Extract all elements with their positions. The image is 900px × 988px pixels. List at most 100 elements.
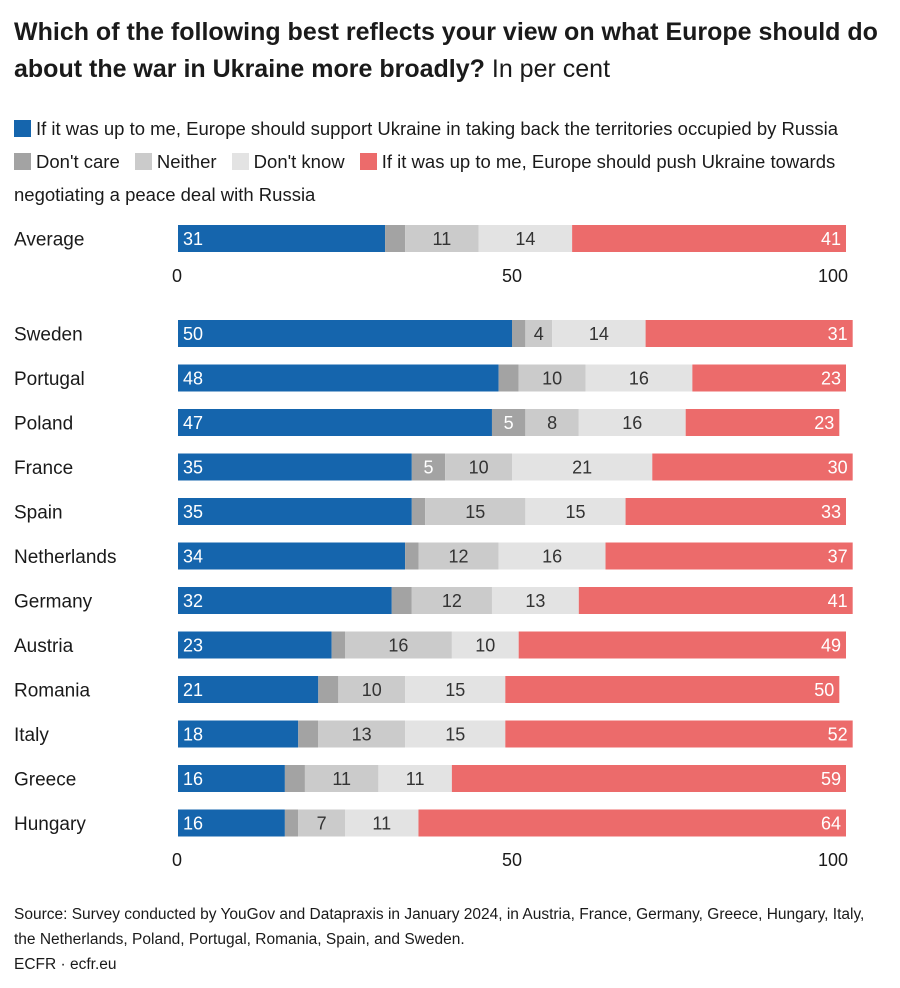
data-label-italy-0: 18: [183, 725, 203, 745]
legend-item-push: If it was up to me, Europe should push U…: [14, 151, 835, 205]
data-label-france-0: 35: [183, 458, 203, 478]
bar-segment-portugal-2: [518, 364, 586, 392]
bar-segment-average-1: [385, 225, 406, 252]
bar-segment-austria-0: [178, 631, 332, 659]
bar-segment-netherlands-2: [418, 542, 499, 570]
bar-segment-netherlands-3: [498, 542, 606, 570]
bar-segment-spain-3: [525, 498, 626, 525]
data-label-romania-2: 10: [362, 680, 382, 700]
bar-segment-spain-1: [411, 498, 426, 525]
data-label-austria-4: 49: [821, 636, 841, 656]
chart-subtitle: In per cent: [491, 55, 611, 83]
bar-segment-romania-4: [505, 676, 840, 703]
bar-segment-sweden-1: [512, 320, 526, 347]
legend-item-dont-know: Don't know: [231, 151, 345, 172]
bar-segment-hungary-0: [178, 809, 285, 837]
legend-label-support: If it was up to me, Europe should suppor…: [36, 118, 839, 139]
bar-segment-italy-2: [318, 720, 406, 748]
category-label-portugal: Portugal: [14, 369, 85, 390]
bar-segment-hungary-4: [418, 809, 846, 837]
bar-segment-average-0: [178, 225, 386, 252]
category-label-hungary: Hungary: [14, 814, 86, 835]
bar-segment-germany-2: [411, 587, 492, 614]
data-label-average-0: 31: [183, 229, 203, 249]
data-label-poland-3: 16: [622, 413, 642, 433]
data-label-portugal-2: 10: [542, 369, 562, 389]
data-label-spain-3: 15: [565, 502, 585, 522]
data-label-hungary-0: 16: [183, 814, 203, 834]
bar-segment-poland-2: [525, 409, 579, 436]
bar-segment-greece-4: [451, 765, 846, 792]
bar-segment-greece-3: [378, 765, 452, 792]
category-label-average: Average: [14, 230, 84, 251]
data-label-greece-3: 11: [406, 769, 425, 789]
data-label-poland-1: 5: [504, 413, 514, 433]
bar-segment-austria-1: [331, 631, 345, 659]
data-label-greece-0: 16: [183, 769, 203, 789]
bar-segment-average-4: [572, 225, 846, 252]
bar-segment-poland-0: [178, 409, 492, 436]
bar-segment-austria-4: [518, 631, 846, 659]
category-label-greece: Greece: [14, 770, 76, 791]
bar-segment-portugal-3: [585, 364, 693, 392]
bar-segment-poland-1: [491, 409, 526, 436]
data-label-italy-3: 15: [445, 725, 465, 745]
bar-segment-portugal-1: [498, 364, 519, 392]
data-label-greece-2: 11: [332, 769, 351, 789]
bar-segment-spain-0: [178, 498, 412, 525]
data-label-poland-2: 8: [547, 413, 557, 433]
bar-segment-germany-3: [491, 587, 579, 614]
legend-item-neither: Neither: [134, 151, 217, 172]
category-label-sweden: Sweden: [14, 325, 83, 346]
data-label-spain-4: 33: [821, 502, 841, 522]
bar-segment-hungary-3: [345, 809, 419, 837]
bar-segment-spain-4: [625, 498, 846, 525]
bar-segment-greece-1: [284, 765, 305, 792]
data-label-germany-2: 12: [442, 591, 462, 611]
bar-segment-greece-0: [178, 765, 285, 792]
bar-segment-sweden-4: [645, 320, 853, 347]
data-label-germany-3: 13: [525, 591, 545, 611]
chart-title-text: Which of the following best reflects you…: [14, 18, 878, 83]
data-label-hungary-2: 7: [317, 814, 327, 834]
bar-segment-italy-1: [298, 720, 319, 748]
bar-segment-italy-0: [178, 720, 299, 748]
data-label-sweden-4: 31: [828, 324, 848, 344]
data-label-portugal-0: 48: [183, 369, 203, 389]
bar-segment-romania-3: [405, 676, 506, 703]
data-label-germany-0: 32: [183, 591, 203, 611]
bar-segment-poland-3: [578, 409, 686, 436]
bar-segment-hungary-1: [284, 809, 299, 837]
data-label-sweden-3: 14: [589, 324, 609, 344]
data-label-austria-0: 23: [183, 636, 203, 656]
data-label-portugal-3: 16: [629, 369, 649, 389]
data-label-spain-0: 35: [183, 502, 203, 522]
legend-swatch-dont-know: [231, 153, 249, 170]
x-tick-label-average-100: 100: [818, 266, 848, 286]
legend-item-dont-care: Don't care: [14, 151, 120, 172]
data-label-romania-3: 15: [445, 680, 465, 700]
bar-segment-italy-3: [405, 720, 506, 748]
bar-segment-portugal-4: [692, 364, 846, 392]
credit-text: ECFR · ecfr.eu: [14, 956, 117, 973]
bar-segment-france-1: [411, 453, 446, 481]
bar-segment-portugal-0: [178, 364, 499, 392]
bar-segment-austria-3: [451, 631, 519, 659]
data-label-romania-4: 50: [814, 680, 834, 700]
category-label-spain: Spain: [14, 503, 63, 524]
data-label-sweden-0: 50: [183, 324, 203, 344]
data-label-poland-0: 47: [183, 413, 203, 433]
legend-swatch-neither: [134, 153, 152, 170]
legend-swatch-support: [14, 120, 31, 137]
bar-segment-germany-1: [391, 587, 412, 614]
bar-segment-germany-4: [578, 587, 853, 614]
data-label-italy-4: 52: [828, 725, 848, 745]
bar-segment-average-3: [478, 225, 573, 252]
bar-segment-hungary-2: [298, 809, 345, 837]
source-text: Source: Survey conducted by YouGov and D…: [14, 906, 865, 948]
data-label-netherlands-2: 12: [449, 547, 469, 567]
bar-segment-poland-4: [685, 409, 840, 436]
bar-segment-sweden-3: [552, 320, 646, 347]
bar-segment-greece-2: [304, 765, 379, 792]
data-label-france-4: 30: [828, 458, 848, 478]
